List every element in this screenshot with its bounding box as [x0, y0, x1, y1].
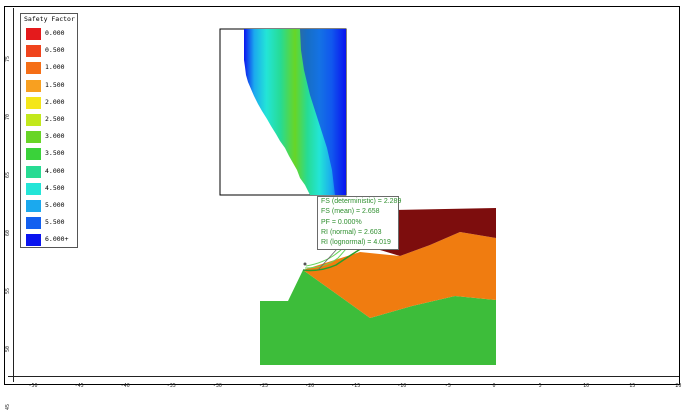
model-canvas[interactable]: [0, 0, 684, 394]
info-line: FS (mean) = 2.658: [321, 208, 380, 216]
legend-label: 2.000: [45, 97, 65, 106]
y-tick-label: 65: [5, 171, 11, 178]
middle-material-layer[interactable]: [303, 232, 496, 318]
y-tick-label: 55: [5, 287, 11, 294]
x-axis-ruler: -50 -45 -40 -35 -30 -25 -20 -15 -10 -5 0 5 10 15 20: [8, 376, 682, 395]
top-material-layer[interactable]: [380, 208, 496, 256]
legend-item: 4.500: [24, 181, 78, 198]
legend-item: 1.000: [24, 60, 78, 77]
legend-item: 5.500: [24, 215, 78, 232]
legend-item: 2.500: [24, 112, 78, 129]
legend-label: 4.000: [45, 166, 65, 175]
y-tick-label: 75: [5, 55, 11, 62]
x-tick-label: -35: [166, 383, 176, 389]
legend-item: 2.000: [24, 95, 78, 112]
legend-item: 3.500: [24, 146, 78, 163]
y-axis-ruler: 75 70 65 60 55 50 45: [5, 8, 14, 410]
info-line: RI (lognormal) = 4.019: [321, 239, 391, 247]
x-tick-label: -20: [305, 383, 315, 389]
legend-swatch: [26, 200, 41, 212]
x-tick-label: -25: [258, 383, 269, 389]
y-tick-label: 70: [5, 113, 11, 120]
legend-swatch: [26, 28, 41, 40]
x-tick-label: -45: [74, 383, 84, 389]
legend-swatch: [26, 165, 41, 178]
legend-label: 5.500: [45, 218, 65, 227]
legend-swatch: [26, 182, 41, 195]
legend-swatch: [26, 79, 41, 92]
legend-label: 6.000+: [45, 235, 69, 244]
x-tick-label: -5: [444, 383, 451, 389]
legend-item: 5.000: [24, 198, 78, 215]
info-line: RI (normal) = 2.603: [321, 228, 382, 236]
legend-item: 0.000: [24, 26, 78, 43]
x-tick-label: 20: [675, 383, 682, 389]
slip-center-marker[interactable]: [303, 262, 307, 266]
slip-surface-info-box[interactable]: FS (deterministic) = 2.289 FS (mean) = 2.…: [317, 196, 402, 250]
x-tick-label: -40: [120, 383, 130, 389]
legend-item: 6.000+: [24, 232, 78, 249]
search-grid-blue-band: [300, 29, 346, 195]
legend-label: 1.000: [45, 63, 65, 72]
x-tick-label: -30: [212, 383, 222, 389]
legend-item: 3.000: [24, 129, 78, 146]
y-tick-label: 50: [5, 345, 11, 352]
legend-swatch: [26, 96, 41, 109]
legend-swatch: [26, 234, 41, 247]
legend-item: 0.500: [24, 43, 78, 60]
info-leader-line: [317, 248, 338, 271]
drawing-frame: [4, 6, 680, 385]
x-tick-label: 10: [583, 383, 590, 389]
legend-item: 1.500: [24, 78, 78, 95]
legend-label: 4.500: [45, 183, 65, 192]
safety-factor-legend: Safety Factor 0.000 0.500 1.000 1.500 2.000 2…: [20, 13, 78, 248]
y-tick-label: 60: [5, 229, 11, 236]
legend-label: 2.500: [45, 115, 65, 123]
legend-label: 0.500: [45, 46, 65, 55]
info-line: FS (deterministic) = 2.289: [321, 198, 402, 205]
x-tick-label: 0: [492, 383, 496, 389]
legend-label: 3.000: [45, 132, 65, 141]
legend-swatch: [26, 62, 41, 75]
y-tick-label: 45: [5, 403, 11, 410]
legend-swatch: [26, 148, 41, 161]
x-tick-label: -15: [351, 383, 361, 389]
legend-swatch: [26, 131, 41, 144]
x-tick-label: -10: [397, 383, 407, 389]
x-tick-label: 15: [629, 383, 636, 389]
legend-item: 4.000: [24, 164, 78, 181]
x-tick-label: 5: [538, 383, 542, 389]
info-line: PF = 0.000%: [321, 218, 362, 226]
x-tick-label: -50: [28, 383, 38, 389]
legend-swatch: [26, 114, 41, 126]
bottom-material-layer[interactable]: [260, 270, 496, 365]
legend-swatch: [26, 217, 41, 230]
legend-label: 1.500: [45, 80, 65, 89]
legend-title: Safety Factor: [24, 15, 75, 23]
legend-swatch: [26, 45, 41, 58]
legend-label: 0.000: [45, 29, 65, 37]
legend-label: 5.000: [45, 201, 65, 209]
legend-label: 3.500: [45, 149, 65, 158]
